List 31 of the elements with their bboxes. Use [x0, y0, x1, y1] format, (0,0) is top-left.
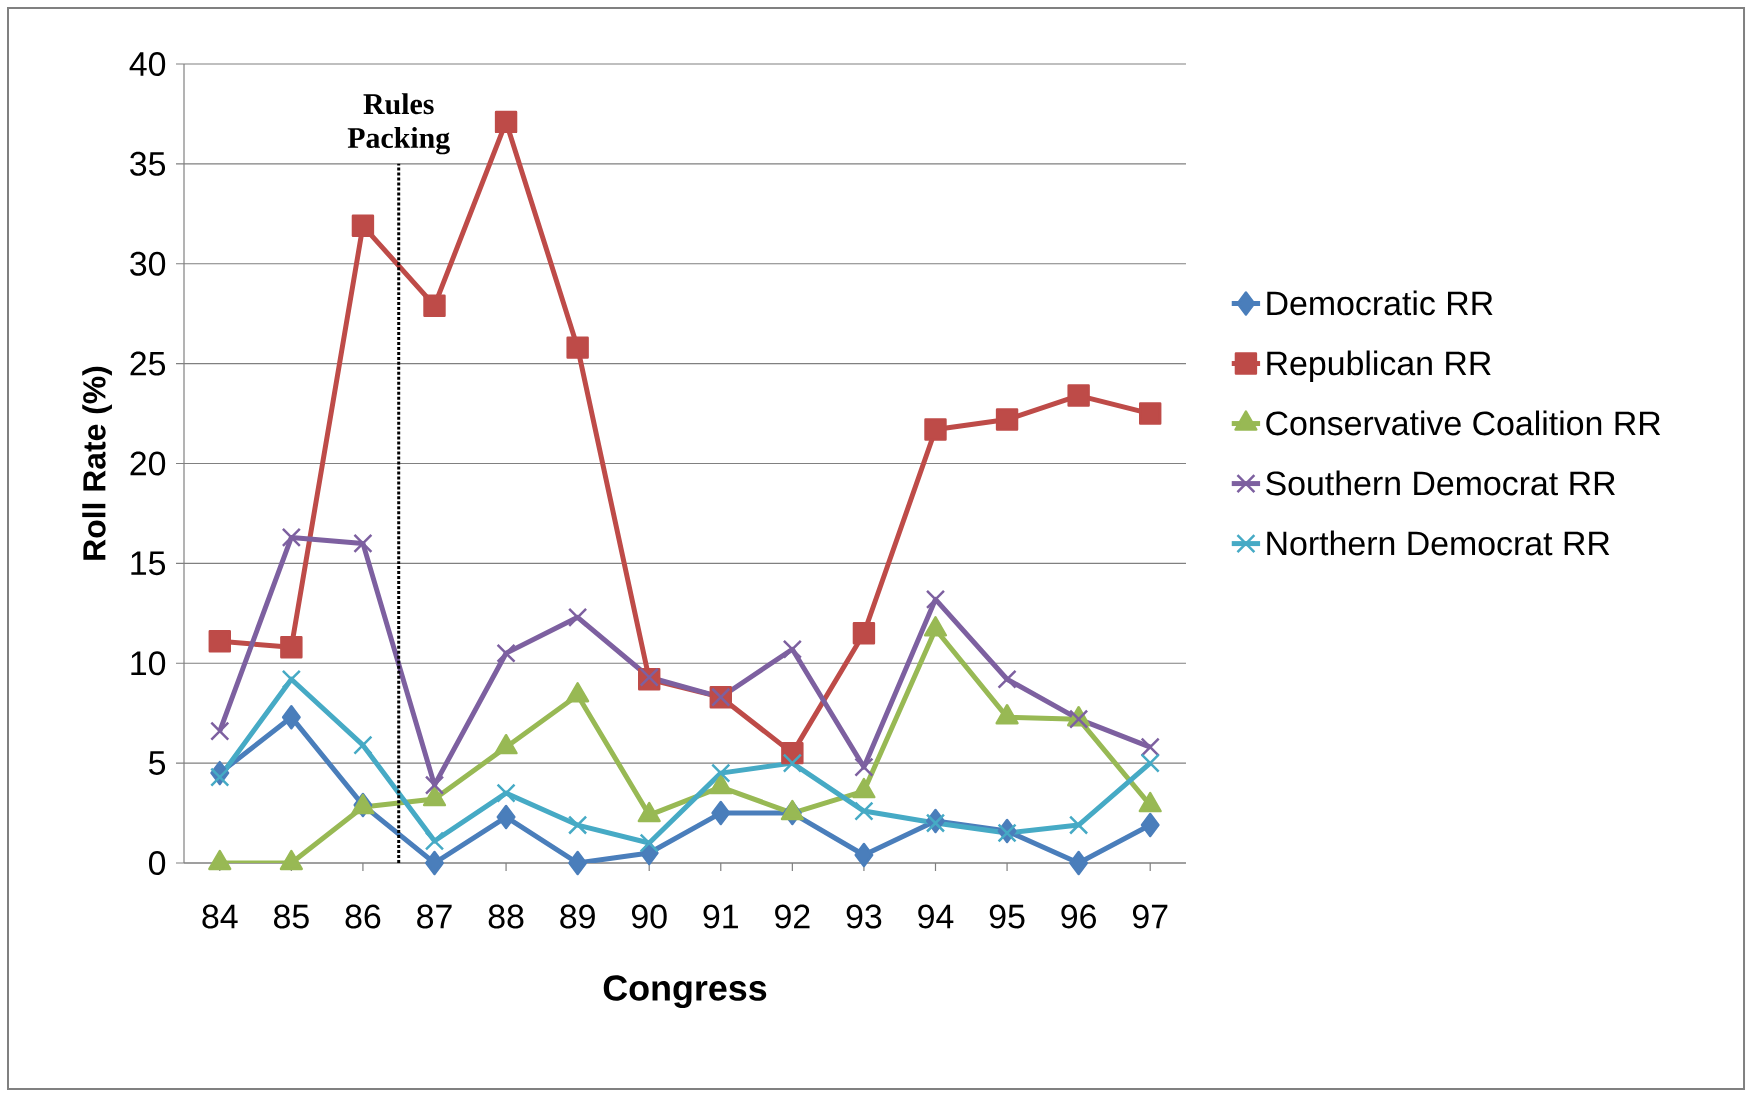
y-tick-label: 30 — [130, 251, 166, 276]
x-tick-label: 87 — [417, 904, 452, 929]
y-tick-label: 40 — [129, 51, 166, 76]
x-tick-label: 97 — [1132, 904, 1168, 929]
x-tick-label: 91 — [703, 904, 738, 929]
legend-label: Democratic RR — [1267, 290, 1493, 316]
x-tick-label: 96 — [1061, 904, 1096, 929]
x-tick-label: 92 — [775, 904, 810, 929]
x-axis-title: Congress — [603, 975, 767, 1008]
x-tick-label: 88 — [488, 904, 524, 929]
x-tick-label: 86 — [345, 904, 381, 929]
y-tick-label: 15 — [131, 551, 166, 576]
x-tick-label: 84 — [202, 904, 238, 929]
y-tick-label: 35 — [130, 151, 166, 176]
x-tick-label: 85 — [273, 904, 309, 929]
legend-label: Northern Democrat RR — [1267, 530, 1610, 556]
y-tick-label: 0 — [148, 851, 166, 875]
x-tick-label: 90 — [631, 904, 667, 929]
x-tick-label: 89 — [560, 904, 595, 929]
legend-label: Conservative Coalition RR — [1266, 410, 1661, 436]
y-tick-label: 25 — [130, 351, 166, 376]
y-tick-label: 5 — [149, 751, 166, 775]
x-tick-label: 94 — [918, 904, 954, 929]
legend-label: Republican RR — [1267, 350, 1491, 383]
y-tick-label: 10 — [131, 651, 166, 676]
x-tick-label: 95 — [989, 904, 1025, 929]
x-tick-label: 93 — [846, 904, 882, 929]
ref-line-label: Rules Packing — [347, 93, 450, 155]
y-tick-label: 20 — [130, 451, 166, 476]
legend-label: Southern Democrat RR — [1266, 470, 1615, 496]
y-axis-title: Roll Rate (%) — [82, 366, 112, 560]
